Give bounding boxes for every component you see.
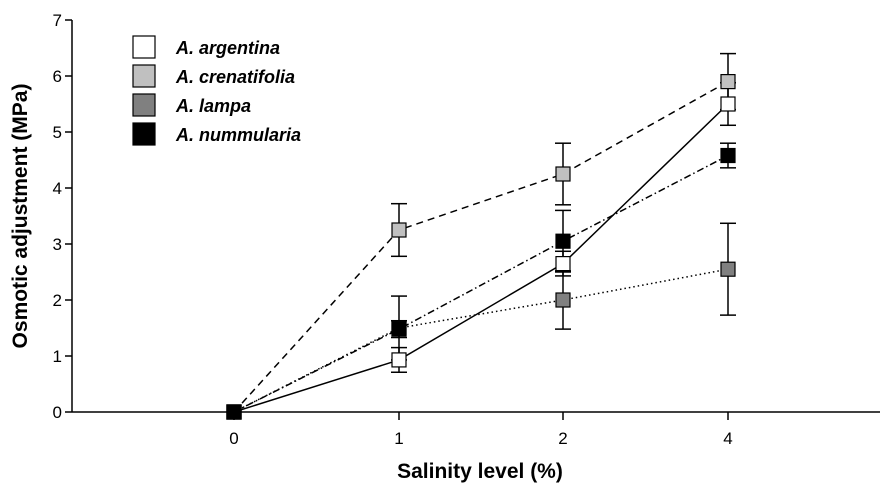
legend-label-a-lampa: A. lampa (175, 96, 251, 116)
series-line-a-nummularia (233, 154, 729, 413)
y-tick-label-2: 2 (53, 291, 62, 310)
marker-a-argentina-2 (555, 256, 571, 272)
y-axis-title: Osmotic adjustment (MPa) (9, 84, 32, 349)
marker-a-nummularia-0 (226, 404, 242, 420)
y-tick-label-4: 4 (53, 179, 62, 198)
x-tick-label-0: 0 (229, 429, 238, 448)
marker-a-nummularia-4 (720, 147, 736, 164)
y-tick-label-1: 1 (53, 347, 62, 366)
legend-label-a-argentina: A. argentina (175, 38, 280, 58)
x-tick-label-2: 2 (558, 429, 567, 448)
series-lines (233, 80, 729, 413)
marker-a-argentina-4 (720, 96, 736, 112)
marker-a-lampa-2 (555, 292, 571, 308)
y-tick-label-3: 3 (53, 235, 62, 254)
legend-label-a-crenatifolia: A. crenatifolia (175, 67, 295, 87)
marker-a-nummularia-1 (391, 321, 407, 337)
y-tick-label-6: 6 (53, 67, 62, 86)
marker-a-lampa-4 (720, 261, 736, 277)
x-ticks: 0 1 2 4 (229, 412, 733, 448)
series-line-a-crenatifolia (233, 80, 729, 413)
marker-a-argentina-1 (391, 352, 407, 368)
axes (71, 20, 880, 413)
marker-a-crenatifolia-4 (720, 73, 736, 90)
error-bars (391, 52, 736, 373)
legend-label-a-nummularia: A. nummularia (175, 125, 301, 145)
x-tick-label-4: 4 (723, 429, 732, 448)
legend-swatch-a-crenatifolia (132, 64, 156, 88)
y-tick-label-5: 5 (53, 123, 62, 142)
series-line-a-lampa (233, 268, 729, 413)
marker-a-nummularia-2 (555, 233, 571, 249)
legend-swatch-a-lampa (132, 93, 156, 117)
x-tick-label-1: 1 (394, 429, 403, 448)
series-line-a-argentina (233, 103, 729, 413)
series-markers (226, 73, 736, 420)
legend: A. argentina A. crenatifolia A. lampa A. nu… (132, 35, 301, 146)
y-tick-label-7: 7 (53, 11, 62, 30)
y-tick-label-0: 0 (53, 403, 62, 422)
x-axis-title: Salinity level (%) (397, 460, 563, 483)
marker-a-crenatifolia-1 (391, 222, 407, 238)
legend-swatch-a-nummularia (132, 122, 156, 146)
y-ticks: 0 1 2 3 4 5 6 7 (53, 11, 72, 422)
legend-swatch-a-argentina (132, 35, 156, 59)
marker-a-crenatifolia-2 (555, 166, 571, 182)
